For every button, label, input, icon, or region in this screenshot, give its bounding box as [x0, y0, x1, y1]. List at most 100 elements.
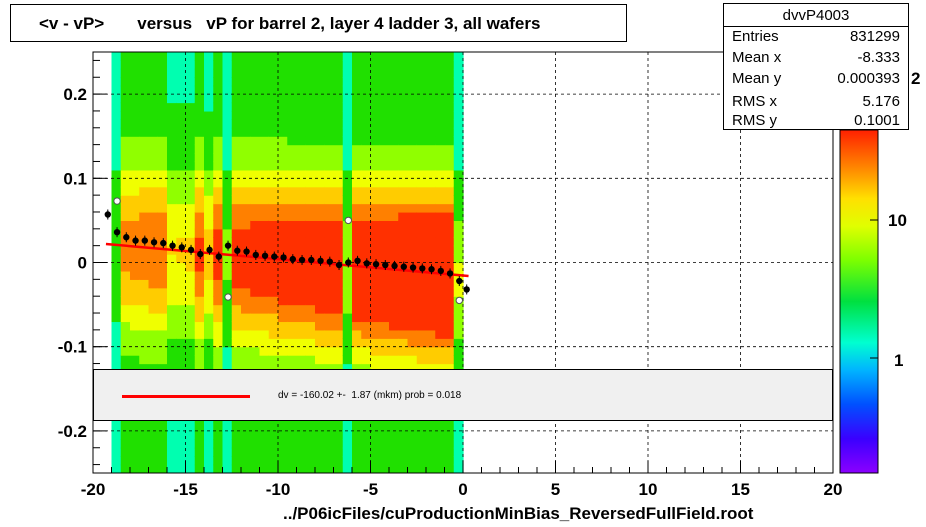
heatmap-cell: [444, 279, 455, 289]
heatmap-cell: [241, 169, 251, 179]
heatmap-cell: [250, 296, 261, 306]
heatmap-cell: [148, 211, 159, 221]
heatmap-cell: [407, 338, 418, 348]
heatmap-cell: [250, 321, 261, 331]
heatmap-cell: [444, 329, 455, 339]
heatmap-cell: [259, 195, 270, 205]
heatmap-cell: [231, 270, 242, 280]
heatmap-cell: [389, 94, 399, 104]
heatmap-cell: [453, 304, 464, 314]
heatmap-cell: [444, 144, 455, 154]
heatmap-cell: [176, 329, 187, 339]
heatmap-cell: [268, 102, 279, 112]
x-axis-title: ../P06icFiles/cuProductionMinBias_Revers…: [283, 504, 754, 523]
heatmap-cell: [194, 355, 205, 365]
color-scale-label-10: 10: [888, 211, 907, 230]
heatmap-cell: [352, 464, 362, 473]
heatmap-cell: [185, 447, 196, 457]
heatmap-cell: [222, 355, 233, 365]
heatmap-cell: [157, 422, 168, 432]
heatmap-cell: [268, 279, 279, 289]
heatmap-cell: [194, 363, 205, 373]
heatmap-cell: [259, 161, 270, 171]
heatmap-cell: [278, 279, 288, 289]
heatmap-cell: [296, 447, 307, 457]
heatmap-cell: [278, 456, 288, 466]
heatmap-cell: [231, 220, 242, 230]
heatmap-cell: [361, 85, 372, 95]
heatmap-cell: [222, 203, 233, 213]
heatmap-cell: [379, 447, 390, 457]
profile-point: [252, 251, 259, 259]
heatmap-cell: [435, 77, 446, 87]
heatmap-cell: [342, 355, 353, 365]
heatmap-cell: [204, 161, 214, 171]
heatmap-cell: [370, 363, 381, 373]
heatmap-cell: [416, 329, 427, 339]
heatmap-cell: [148, 186, 159, 196]
heatmap-cell: [407, 430, 418, 440]
heatmap-cell: [426, 127, 436, 137]
heatmap-cell: [222, 85, 233, 95]
heatmap-cell: [370, 228, 381, 238]
heatmap-cell: [342, 296, 353, 306]
heatmap-cell: [435, 127, 446, 137]
heatmap-cell: [444, 321, 455, 331]
heatmap-cell: [370, 304, 381, 314]
heatmap-cell: [130, 203, 140, 213]
heatmap-cell: [379, 68, 390, 78]
heatmap-cell: [130, 287, 140, 297]
heatmap-cell: [130, 220, 140, 230]
heatmap-cell: [231, 102, 242, 112]
heatmap-cell: [453, 313, 464, 323]
heatmap-cell: [379, 52, 390, 62]
heatmap-cell: [315, 338, 325, 348]
heatmap-cell: [241, 153, 251, 163]
heatmap-cell: [305, 430, 316, 440]
heatmap-cell: [361, 270, 372, 280]
heatmap-cell: [120, 245, 131, 255]
profile-point: [428, 266, 435, 273]
heatmap-cell: [176, 211, 187, 221]
heatmap-cell: [194, 110, 205, 120]
profile-point: [317, 257, 324, 265]
heatmap-cell: [287, 195, 298, 205]
heatmap-cell: [268, 363, 279, 373]
heatmap-cell: [333, 178, 344, 188]
heatmap-cell: [426, 85, 436, 95]
heatmap-cell: [315, 447, 325, 457]
heatmap-cell: [241, 203, 251, 213]
heatmap-cell: [222, 270, 233, 280]
heatmap-cell: [379, 304, 390, 314]
heatmap-cell: [305, 422, 316, 432]
heatmap-cell: [370, 144, 381, 154]
heatmap-cell: [361, 211, 372, 221]
heatmap-cell: [379, 321, 390, 331]
profile-point: [169, 242, 176, 249]
heatmap-cell: [241, 85, 251, 95]
profile-point: [280, 254, 287, 261]
heatmap-cell: [379, 161, 390, 171]
heatmap-cell: [407, 254, 418, 264]
heatmap-cell: [324, 447, 335, 457]
heatmap-cell: [453, 363, 464, 373]
chart-title: <v - vP> versus vP for barrel 2, layer 4…: [39, 14, 541, 33]
stats-value: 0.1001: [854, 112, 900, 129]
heatmap-cell: [213, 52, 224, 62]
heatmap-cell: [379, 329, 390, 339]
heatmap-cell: [315, 203, 325, 213]
heatmap-cell: [194, 228, 205, 238]
heatmap-cell: [333, 237, 344, 247]
heatmap-cell: [333, 220, 344, 230]
heatmap-cell: [194, 439, 205, 449]
heatmap-cell: [259, 144, 270, 154]
heatmap-cell: [139, 346, 150, 356]
heatmap-cell: [398, 127, 409, 137]
stats-key: Mean x: [732, 49, 782, 66]
heatmap-cell: [352, 270, 362, 280]
heatmap-cell: [324, 363, 335, 373]
heatmap-cell: [213, 102, 224, 112]
heatmap-cell: [204, 279, 214, 289]
heatmap-cell: [259, 94, 270, 104]
heatmap-cell: [268, 68, 279, 78]
